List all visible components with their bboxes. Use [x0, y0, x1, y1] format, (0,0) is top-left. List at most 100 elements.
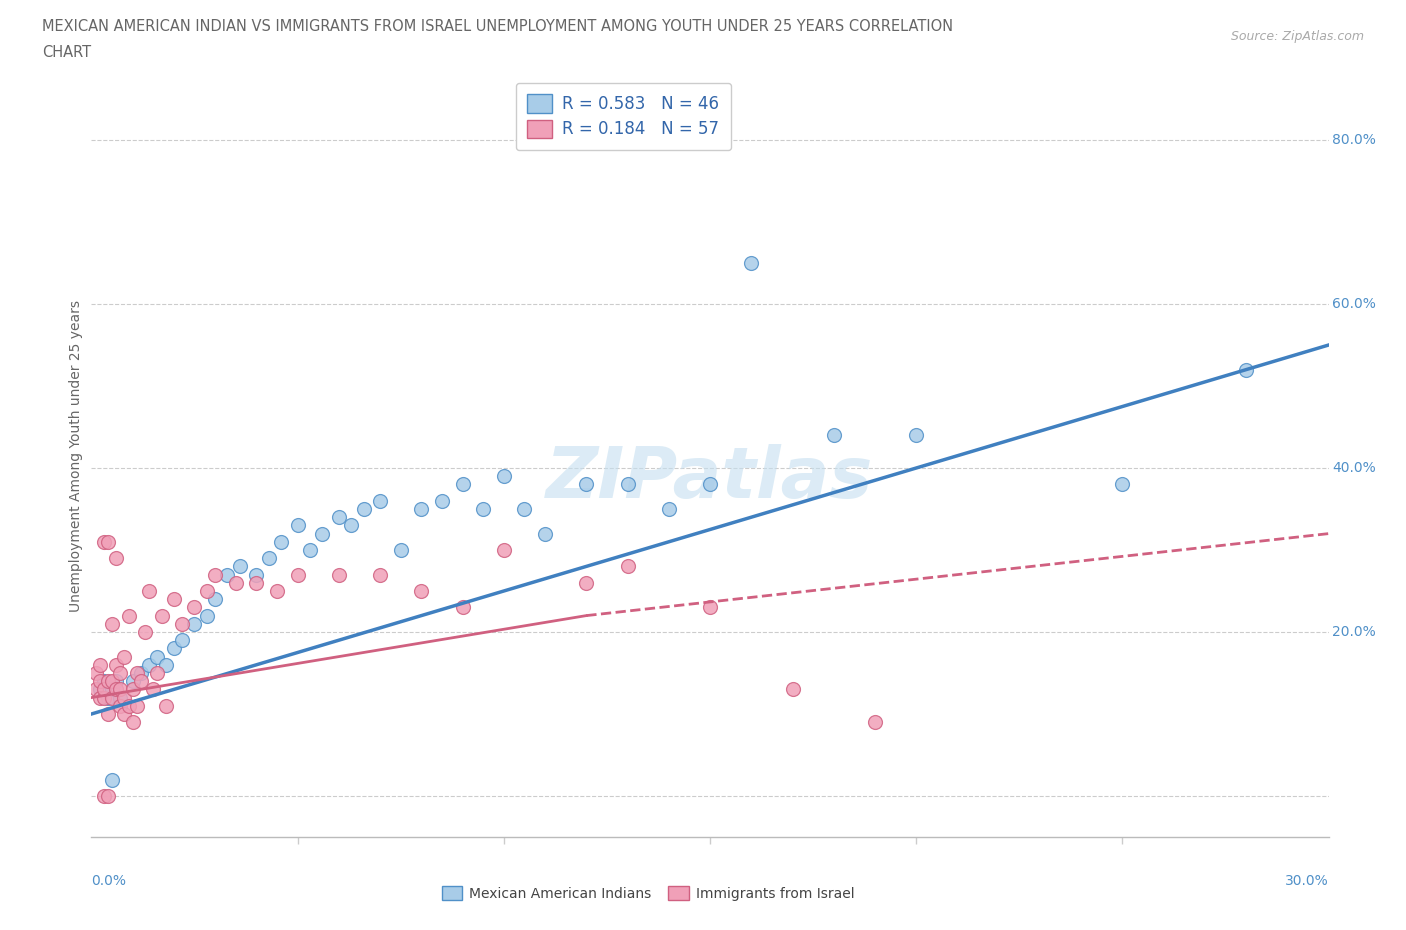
Point: [368, 493, 391, 508]
Point: [195, 608, 218, 623]
Point: [229, 559, 252, 574]
Point: [451, 477, 474, 492]
Point: [117, 698, 139, 713]
Point: [163, 641, 186, 656]
Point: [117, 608, 139, 623]
Point: [389, 542, 412, 557]
Point: [101, 690, 124, 705]
Text: 60.0%: 60.0%: [1333, 297, 1376, 311]
Point: [492, 542, 515, 557]
Point: [658, 501, 681, 516]
Point: [368, 567, 391, 582]
Point: [129, 673, 152, 688]
Point: [97, 690, 120, 705]
Point: [328, 510, 350, 525]
Point: [89, 673, 111, 688]
Point: [134, 625, 156, 640]
Point: [121, 715, 143, 730]
Point: [492, 469, 515, 484]
Point: [1234, 362, 1257, 377]
Point: [411, 501, 433, 516]
Point: [121, 682, 143, 697]
Point: [125, 666, 148, 681]
Point: [340, 518, 363, 533]
Point: [472, 501, 495, 516]
Point: [863, 715, 886, 730]
Point: [84, 682, 107, 697]
Point: [125, 698, 148, 713]
Text: Source: ZipAtlas.com: Source: ZipAtlas.com: [1230, 30, 1364, 43]
Point: [112, 707, 135, 722]
Text: 30.0%: 30.0%: [1285, 873, 1329, 887]
Point: [616, 559, 638, 574]
Point: [298, 542, 321, 557]
Point: [183, 600, 205, 615]
Point: [121, 673, 143, 688]
Point: [513, 501, 536, 516]
Point: [823, 428, 845, 443]
Point: [112, 649, 135, 664]
Point: [287, 518, 309, 533]
Point: [93, 535, 115, 550]
Point: [699, 600, 721, 615]
Point: [217, 567, 239, 582]
Point: [150, 608, 173, 623]
Point: [93, 690, 115, 705]
Legend: Mexican American Indians, Immigrants from Israel: Mexican American Indians, Immigrants fro…: [436, 881, 860, 907]
Point: [138, 658, 160, 672]
Point: [905, 428, 928, 443]
Point: [172, 632, 194, 647]
Point: [105, 658, 128, 672]
Point: [93, 673, 115, 688]
Point: [266, 583, 288, 598]
Point: [245, 576, 267, 591]
Point: [105, 673, 128, 688]
Point: [257, 551, 280, 565]
Point: [146, 649, 169, 664]
Text: CHART: CHART: [42, 45, 91, 60]
Point: [84, 666, 107, 681]
Point: [782, 682, 804, 697]
Point: [110, 682, 132, 697]
Point: [616, 477, 638, 492]
Point: [204, 591, 226, 606]
Point: [101, 673, 124, 688]
Point: [204, 567, 226, 582]
Point: [93, 789, 115, 804]
Point: [110, 690, 132, 705]
Point: [430, 493, 453, 508]
Point: [110, 666, 132, 681]
Point: [328, 567, 350, 582]
Point: [1111, 477, 1133, 492]
Point: [163, 591, 186, 606]
Text: ZIPatlas: ZIPatlas: [547, 445, 873, 513]
Point: [97, 673, 120, 688]
Point: [270, 535, 292, 550]
Point: [93, 682, 115, 697]
Point: [105, 682, 128, 697]
Text: 80.0%: 80.0%: [1333, 133, 1376, 147]
Point: [534, 526, 557, 541]
Point: [97, 789, 120, 804]
Point: [155, 698, 177, 713]
Point: [89, 658, 111, 672]
Point: [112, 690, 135, 705]
Point: [101, 682, 124, 697]
Point: [138, 583, 160, 598]
Point: [172, 617, 194, 631]
Point: [101, 772, 124, 787]
Point: [353, 501, 375, 516]
Point: [575, 477, 598, 492]
Point: [575, 576, 598, 591]
Y-axis label: Unemployment Among Youth under 25 years: Unemployment Among Youth under 25 years: [69, 299, 83, 612]
Point: [146, 666, 169, 681]
Point: [183, 617, 205, 631]
Point: [411, 583, 433, 598]
Point: [89, 690, 111, 705]
Point: [740, 256, 762, 271]
Text: 0.0%: 0.0%: [91, 873, 127, 887]
Point: [245, 567, 267, 582]
Text: 20.0%: 20.0%: [1333, 625, 1376, 639]
Point: [225, 576, 247, 591]
Point: [451, 600, 474, 615]
